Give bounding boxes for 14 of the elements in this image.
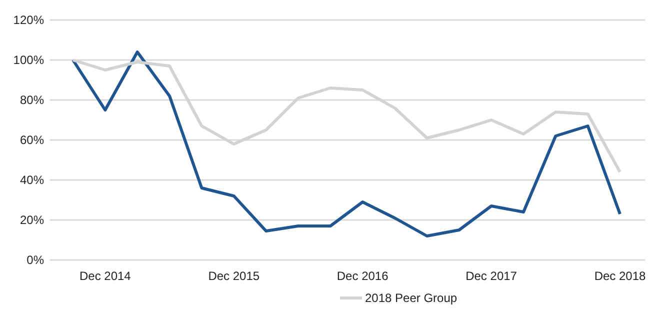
y-tick-label: 100% xyxy=(13,53,44,68)
x-tick-label: Dec 2015 xyxy=(208,269,260,284)
x-tick-label: Dec 2017 xyxy=(466,269,518,284)
line-series xyxy=(72,50,622,238)
legend-label: 2018 Peer Group xyxy=(365,291,458,306)
y-tick-label: 80% xyxy=(20,93,44,108)
y-tick-label: 20% xyxy=(20,213,44,228)
y-tick-label: 40% xyxy=(20,173,44,188)
y-tick-label: 60% xyxy=(20,133,44,148)
y-tick-label: 0% xyxy=(26,253,44,268)
y-tick-label: 120% xyxy=(13,13,44,28)
x-tick-label: Dec 2018 xyxy=(594,269,646,284)
x-tick-label: Dec 2014 xyxy=(79,269,132,284)
x-tick-label: Dec 2016 xyxy=(336,269,389,284)
